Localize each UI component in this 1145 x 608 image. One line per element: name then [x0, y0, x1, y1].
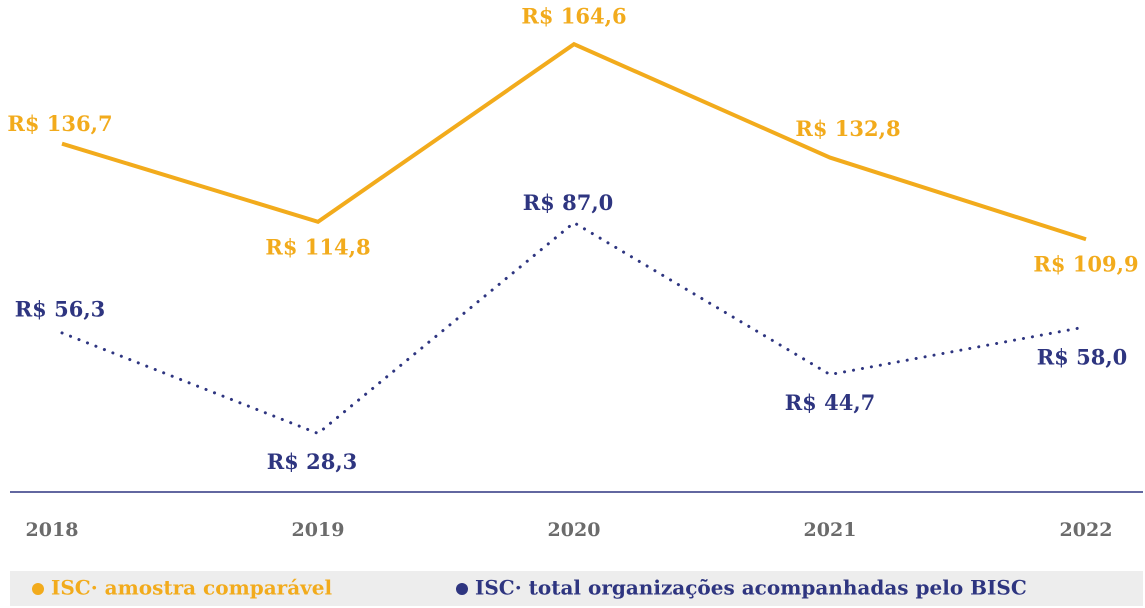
data-label: R$ 56,3 — [15, 296, 106, 321]
x-tick-label: 2021 — [804, 519, 857, 541]
series-line — [61, 41, 1087, 242]
data-label: R$ 164,6 — [521, 4, 626, 29]
x-tick-label: 2018 — [26, 519, 79, 541]
x-tick-label: 2019 — [292, 519, 345, 541]
legend-marker — [456, 583, 468, 595]
x-tick-label: 2020 — [548, 519, 601, 541]
data-label: R$ 136,7 — [7, 111, 112, 136]
data-label: R$ 109,9 — [1033, 252, 1138, 277]
data-label: R$ 114,8 — [265, 234, 370, 259]
legend-label: ISC· amostra comparável — [51, 576, 333, 600]
legend-background — [10, 571, 1143, 606]
x-tick-label: 2022 — [1060, 519, 1113, 541]
legend-label: ISC· total organizações acompanhadas pel… — [475, 576, 1027, 600]
data-label: R$ 28,3 — [267, 449, 358, 474]
series-line — [60, 220, 1088, 436]
legend-marker — [32, 583, 44, 595]
data-label: R$ 132,8 — [795, 116, 900, 141]
data-label: R$ 44,7 — [785, 390, 876, 415]
data-label: R$ 58,0 — [1037, 344, 1128, 369]
data-label: R$ 87,0 — [523, 190, 614, 215]
